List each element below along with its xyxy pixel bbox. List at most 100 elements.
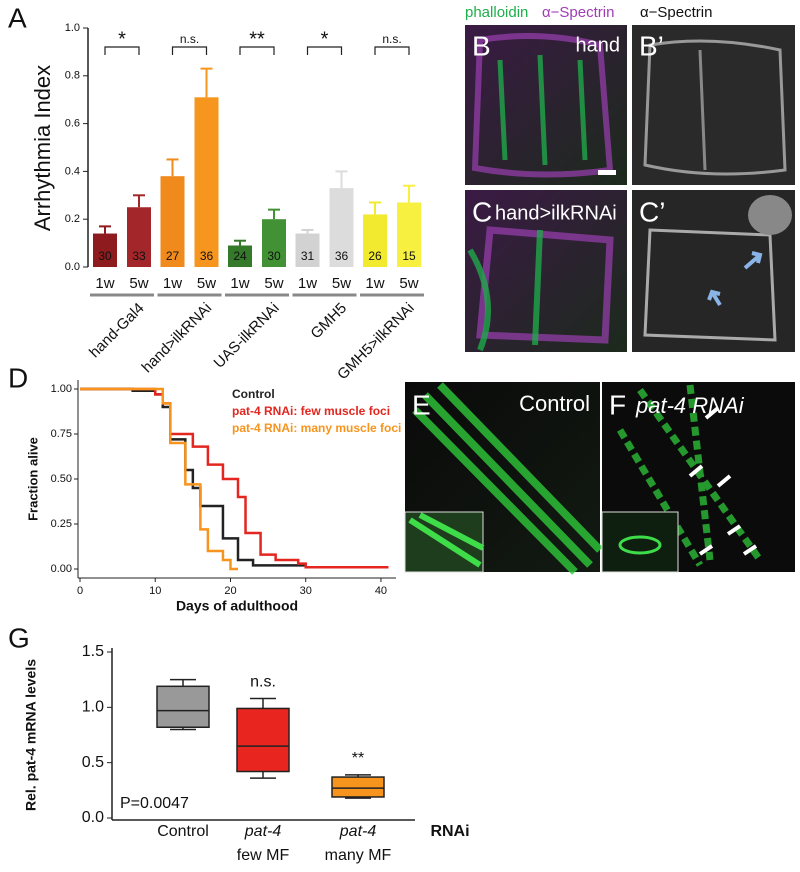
x-tick-label: 5w [264,275,283,292]
x-axis-label: Days of adulthood [176,598,298,614]
micrograph: C’ [632,190,795,352]
stain-label: α−Spectrin [640,4,712,21]
count-label: 24 [233,249,247,263]
group-label: hand-Gal4 [86,300,148,362]
y-tick-label: 0.0 [82,809,104,826]
significance-bracket [171,46,208,55]
group-label: GMH5 [307,300,350,343]
panel-letter: G [8,622,30,653]
x-tick-label: 40 [375,585,387,597]
bar [262,219,286,267]
significance-label: ** [352,750,364,767]
significance-label: * [118,28,126,50]
y-tick-label: 1.5 [82,643,104,660]
x-tick-label: 20 [224,585,236,597]
panel-letter: D [8,362,28,393]
count-label: 27 [166,249,180,263]
image-caption: hand>ilkRNAi [495,202,617,224]
significance-label: n.s. [180,32,199,46]
significance-bracket [104,46,140,55]
panel-letter: C [472,196,492,227]
group-label: UAS-ilkRNAi [210,300,282,372]
significance-bracket [239,46,275,55]
y-tick-label: 0.2 [65,213,80,225]
significance-label: n.s. [250,674,276,691]
micrograph: B’ [632,25,795,185]
panel-letter: E [412,389,431,420]
count-label: 33 [132,249,146,263]
x-tick-label: 1w [95,275,114,292]
count-label: 36 [335,249,349,263]
image-caption: pat-4 RNAi [635,393,745,418]
bar [363,214,387,267]
legend-entry: pat-4 RNAi: few muscle foci [232,404,390,418]
x-tick-label: 1w [230,275,249,292]
survival-curve [80,387,238,571]
count-label: 30 [98,249,112,263]
count-label: 30 [267,249,281,263]
panel-letter: B’ [639,30,664,61]
x-tick-label: Control [157,823,209,840]
count-label: 31 [301,249,315,263]
x-tick-label: 30 [300,585,312,597]
bar [194,97,219,267]
stat-label: P=0.0047 [120,795,189,812]
x-tick-label: 0 [77,585,83,597]
significance-label: ** [249,28,265,50]
micrograph: B hand [465,25,627,185]
legend-entry: Control [232,387,275,401]
x-tick-label: 5w [129,275,148,292]
panel-letter: B [472,30,491,61]
bar [295,233,320,267]
count-label: 15 [402,249,416,263]
x-tick-label: 10 [149,585,161,597]
significance-label: n.s. [382,32,401,46]
x-tick-label: few MF [237,847,290,864]
stain-label: α−Spectrin [542,4,614,21]
y-tick-label: 0.25 [51,518,72,530]
x-tick-label: 1w [365,275,384,292]
micrograph: F pat-4 RNAi [601,382,795,573]
image-caption: hand [576,34,621,56]
x-tick-label: 5w [197,275,216,292]
legend-entry: pat-4 RNAi: many muscle foci [232,421,401,435]
y-tick-label: 0.50 [51,473,72,485]
x-tick-label: pat-4 [339,823,377,840]
significance-bracket [374,46,410,55]
bar [397,202,421,267]
significance-bracket [306,46,343,55]
y-tick-label: 1.00 [51,383,72,395]
survival-curve [80,387,306,567]
y-tick-label: 1.0 [65,22,80,34]
y-tick-label: 0.00 [51,563,72,575]
panel-letter: A [8,2,27,33]
count-label: 36 [200,249,214,263]
box [236,707,290,773]
micrograph: C hand>ilkRNAi [465,190,627,352]
y-axis-label: Fraction alive [25,437,40,521]
box [331,776,385,798]
x-tick-label: 1w [163,275,182,292]
x-tick-label: 1w [298,275,317,292]
count-label: 26 [368,249,382,263]
bar [228,245,252,267]
micrograph: Control E [404,382,603,575]
y-tick-label: 0.8 [65,70,80,82]
y-tick-label: 1.0 [82,699,104,716]
y-axis-label: Arrhythmia Index [30,65,55,231]
stain-label: phalloidin [465,4,528,21]
y-tick-label: 0.75 [51,428,72,440]
panel-letter: C’ [639,196,665,227]
bar [127,207,151,267]
bar [329,188,354,267]
y-tick-label: 0.6 [65,118,80,130]
image-caption: Control [519,391,590,416]
y-tick-label: 0.0 [65,261,80,273]
panel-letter: F [609,389,626,420]
x-tick-label: many MF [325,847,392,864]
y-tick-label: 0.4 [65,165,80,177]
box [156,685,210,729]
y-tick-label: 0.5 [82,754,104,771]
group-label: hand>ilkRNAi [139,300,216,377]
